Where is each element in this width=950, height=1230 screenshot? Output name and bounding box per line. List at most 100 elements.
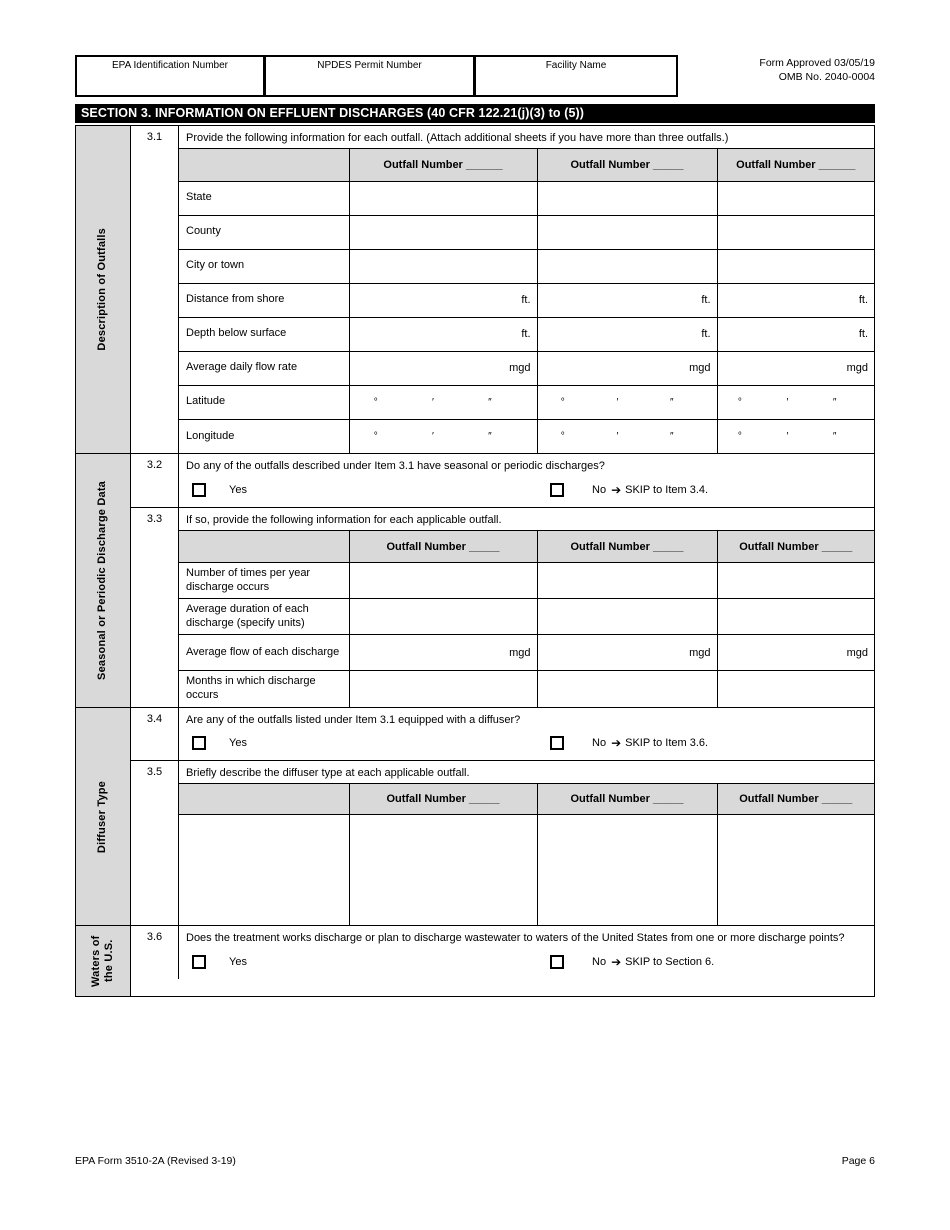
minute-symbol: ′ — [432, 431, 434, 443]
no-checkbox[interactable] — [550, 482, 564, 497]
input-cell[interactable] — [716, 598, 875, 636]
row-label: Longitude — [178, 418, 350, 454]
input-cell[interactable]: mgd — [348, 634, 538, 672]
epa-id-box[interactable]: EPA Identification Number — [75, 55, 265, 97]
table-row: Months in which discharge occurs — [178, 670, 875, 708]
table-row — [178, 813, 874, 926]
degree-symbol: ° — [373, 396, 378, 408]
input-cell[interactable]: mgd — [536, 350, 718, 386]
input-cell[interactable] — [536, 562, 718, 600]
input-cell[interactable] — [348, 598, 538, 636]
item-3-3: 3.3 If so, provide the following informa… — [131, 507, 875, 708]
input-cell[interactable]: ° ′ ″ — [716, 418, 875, 454]
input-cell[interactable]: ft. — [716, 282, 875, 318]
table-header-row: Outfall Number ______ Outfall Number ___… — [178, 148, 875, 182]
table-corner-cell — [178, 783, 350, 815]
unit-label: ft. — [858, 294, 868, 307]
skip-instruction: SKIP to Section 6. — [625, 955, 715, 968]
table-row: Distance from shore ft. ft. ft. — [178, 282, 875, 318]
input-cell[interactable] — [178, 813, 350, 926]
item-3-2: 3.2 Do any of the outfalls described und… — [131, 454, 874, 508]
arrow-right-icon: ➔ — [611, 736, 622, 751]
item-number-3-2: 3.2 — [131, 454, 179, 507]
input-cell[interactable]: ° ′ ″ — [348, 384, 538, 420]
input-cell[interactable] — [716, 562, 875, 600]
row-label: Number of times per year discharge occur… — [178, 562, 350, 600]
question-3-4: Are any of the outfalls listed under Ite… — [186, 713, 521, 726]
table-row: Average flow of each discharge mgd mgd m… — [178, 634, 875, 672]
input-cell[interactable] — [348, 248, 538, 284]
input-cell[interactable]: ° ′ ″ — [348, 418, 538, 454]
input-cell[interactable]: mgd — [716, 350, 875, 386]
no-checkbox[interactable] — [550, 954, 564, 969]
input-cell[interactable] — [348, 670, 538, 708]
group-waters-of-us: Waters of the U.S. 3.6 Does the treatmen… — [76, 926, 874, 997]
row-label: Distance from shore — [178, 282, 350, 318]
input-cell[interactable] — [536, 670, 718, 708]
minute-symbol: ′ — [432, 396, 434, 408]
input-cell[interactable] — [716, 248, 875, 284]
yes-option: Yes — [192, 736, 550, 751]
input-cell[interactable] — [716, 180, 875, 216]
outfall-number-header-3: Outfall Number _____ — [716, 530, 875, 564]
input-cell[interactable] — [348, 813, 538, 926]
table-header-row: Outfall Number _____ Outfall Number ____… — [178, 783, 875, 815]
input-cell[interactable] — [348, 180, 538, 216]
input-cell[interactable]: ft. — [348, 282, 538, 318]
facility-name-box[interactable]: Facility Name — [475, 55, 678, 97]
input-cell[interactable]: ft. — [536, 282, 718, 318]
sidebar-description-of-outfalls: Description of Outfalls — [76, 126, 131, 454]
sidebar-label: Waters of the U.S. — [89, 935, 115, 988]
sidebar-label: Description of Outfalls — [96, 228, 109, 351]
input-cell[interactable]: mgd — [348, 350, 538, 386]
arrow-right-icon: ➔ — [611, 954, 622, 969]
unit-label: ft. — [521, 328, 531, 341]
second-symbol: ″ — [669, 396, 674, 408]
input-cell[interactable]: mgd — [716, 634, 875, 672]
item-number-3-5: 3.5 — [131, 761, 179, 926]
input-cell[interactable]: ° ′ ″ — [536, 384, 718, 420]
input-cell[interactable]: ° ′ ″ — [716, 384, 875, 420]
input-cell[interactable] — [716, 670, 875, 708]
table-header-row: Outfall Number _____ Outfall Number ____… — [178, 530, 875, 564]
input-cell[interactable] — [536, 598, 718, 636]
input-cell[interactable] — [348, 214, 538, 250]
unit-label: ft. — [701, 294, 711, 307]
unit-label: mgd — [846, 362, 868, 375]
yes-checkbox[interactable] — [192, 736, 206, 751]
input-cell[interactable]: mgd — [536, 634, 718, 672]
input-cell[interactable]: ft. — [716, 316, 875, 352]
yes-option: Yes — [192, 954, 550, 969]
no-option: No ➔ SKIP to Item 3.6. — [550, 736, 708, 751]
table-corner-cell — [178, 148, 350, 182]
yes-checkbox[interactable] — [192, 482, 206, 497]
sidebar-seasonal-discharge: Seasonal or Periodic Discharge Data — [76, 454, 131, 707]
item-number-3-4: 3.4 — [131, 707, 179, 761]
row-label: Average daily flow rate — [178, 350, 350, 386]
sidebar-label: Seasonal or Periodic Discharge Data — [96, 481, 109, 681]
question-3-6: Does the treatment works discharge or pl… — [186, 932, 845, 945]
item-3-6: 3.6 Does the treatment works discharge o… — [131, 926, 874, 979]
input-cell[interactable] — [716, 214, 875, 250]
input-cell[interactable] — [536, 813, 718, 926]
epa-id-label: EPA Identification Number — [112, 60, 228, 71]
item-3-5: 3.5 Briefly describe the diffuser type a… — [131, 761, 875, 926]
unit-label: mgd — [689, 362, 711, 375]
input-cell[interactable]: ft. — [348, 316, 538, 352]
no-checkbox[interactable] — [550, 736, 564, 751]
no-option: No ➔ SKIP to Item 3.4. — [550, 482, 708, 497]
yes-checkbox[interactable] — [192, 954, 206, 969]
question-3-3: If so, provide the following information… — [186, 513, 502, 526]
outfall-number-header-2: Outfall Number _____ — [536, 148, 718, 182]
table-row: City or town — [178, 248, 875, 284]
input-cell[interactable]: ft. — [536, 316, 718, 352]
minute-symbol: ′ — [616, 431, 619, 443]
input-cell[interactable] — [536, 248, 718, 284]
input-cell[interactable]: ° ′ ″ — [536, 418, 718, 454]
second-symbol: ″ — [669, 431, 674, 443]
input-cell[interactable] — [536, 214, 718, 250]
input-cell[interactable] — [348, 562, 538, 600]
input-cell[interactable] — [536, 180, 718, 216]
npdes-permit-box[interactable]: NPDES Permit Number — [265, 55, 475, 97]
second-symbol: ″ — [832, 431, 837, 443]
